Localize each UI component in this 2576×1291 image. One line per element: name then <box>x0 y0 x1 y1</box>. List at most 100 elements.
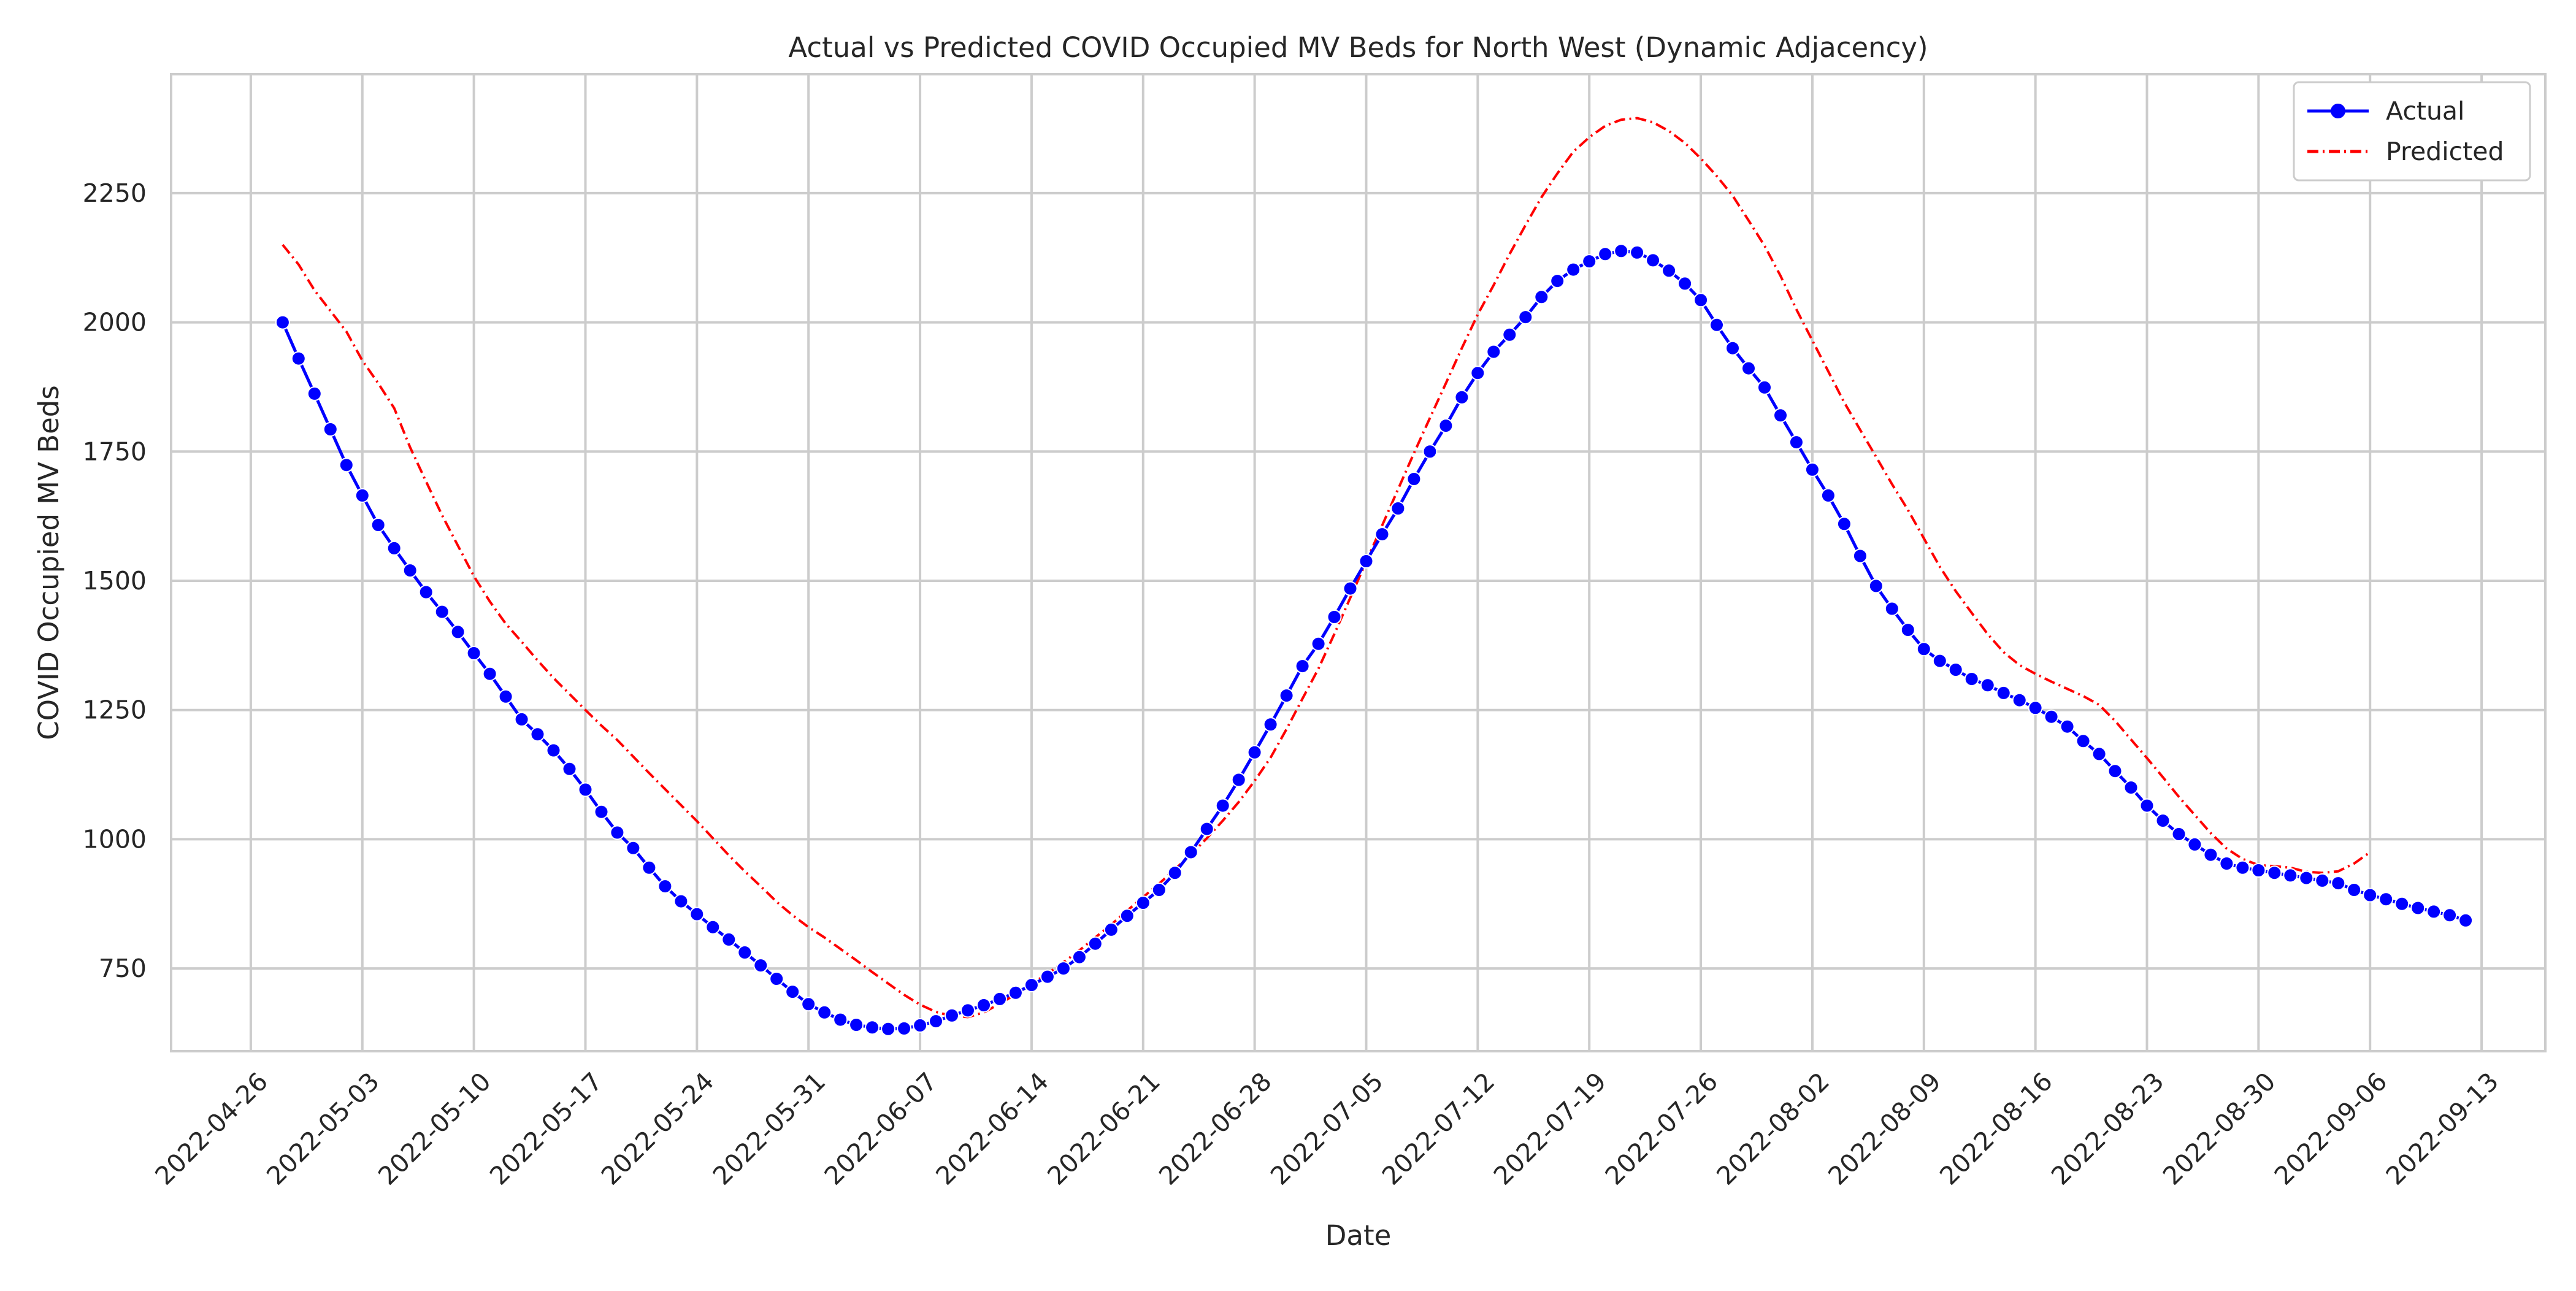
data-point-actual <box>929 1014 943 1029</box>
data-point-actual <box>307 386 322 401</box>
data-point-actual <box>1852 548 1868 564</box>
data-point-actual <box>498 689 513 704</box>
data-point-actual <box>1390 501 1406 516</box>
data-point-actual <box>1757 380 1772 395</box>
y-tick-label: 2000 <box>83 308 147 337</box>
data-point-actual <box>1709 317 1724 332</box>
data-point-actual <box>1024 978 1039 993</box>
data-point-actual <box>2123 780 2139 795</box>
data-point-actual <box>2012 692 2027 708</box>
data-point-actual <box>2251 863 2266 878</box>
data-point-actual <box>1422 444 1438 459</box>
legend: Actual Predicted <box>2293 81 2531 182</box>
x-axis-label: Date <box>1325 1219 1392 1252</box>
data-point-actual <box>1167 865 1183 881</box>
data-point-actual <box>1820 488 1836 503</box>
data-point-actual <box>1773 408 1788 423</box>
data-point-actual <box>897 1021 912 1036</box>
data-point-actual <box>339 458 354 473</box>
data-point-actual <box>2076 734 2091 749</box>
data-point-actual <box>275 315 290 330</box>
data-point-actual <box>689 906 705 922</box>
data-point-actual <box>833 1012 848 1027</box>
data-point-actual <box>1454 389 1470 405</box>
data-point-actual <box>673 894 689 909</box>
data-point-actual <box>1788 435 1804 450</box>
data-point-actual <box>1662 263 1677 278</box>
data-point-actual <box>992 991 1007 1006</box>
data-point-actual <box>881 1021 896 1036</box>
data-point-actual <box>418 584 434 600</box>
data-point-actual <box>1295 659 1310 674</box>
data-point-actual <box>1374 527 1390 542</box>
data-point-actual <box>530 727 545 742</box>
data-point-actual <box>1199 821 1214 837</box>
data-point-actual <box>2155 813 2171 829</box>
data-point-actual <box>1119 908 1135 924</box>
data-point-actual <box>1900 623 1915 638</box>
data-point-actual <box>1071 949 1087 965</box>
data-point-actual <box>370 518 386 532</box>
data-point-actual <box>1836 516 1852 532</box>
data-point-actual <box>610 825 625 840</box>
data-point-actual <box>386 540 402 556</box>
data-point-actual <box>1470 366 1485 381</box>
data-point-actual <box>1868 578 1884 594</box>
chart-title: Actual vs Predicted COVID Occupied MV Be… <box>788 31 1928 64</box>
data-point-actual <box>2283 868 2298 883</box>
y-gridlines <box>171 191 2545 970</box>
data-point-actual <box>1135 895 1151 911</box>
y-tick-label: 2250 <box>83 178 147 208</box>
data-point-actual <box>626 840 641 856</box>
data-point-actual <box>434 604 450 619</box>
data-point-actual <box>2235 860 2250 875</box>
data-point-actual <box>2171 827 2187 841</box>
data-point-actual <box>450 624 466 640</box>
legend-label-predicted: Predicted <box>2386 137 2504 166</box>
data-point-actual <box>2267 865 2282 881</box>
data-point-actual <box>960 1003 975 1018</box>
data-point-actual <box>1103 922 1119 937</box>
legend-marker-actual <box>2331 104 2345 118</box>
data-point-actual <box>2028 700 2043 716</box>
data-point-actual <box>705 919 721 935</box>
data-point-actual <box>1215 798 1230 813</box>
data-point-actual <box>1279 688 1294 703</box>
data-point-actual <box>1040 969 1055 984</box>
series-layer <box>275 117 2474 1036</box>
data-point-actual <box>2203 847 2218 862</box>
data-point-actual <box>1343 581 1358 596</box>
data-point-actual <box>753 958 769 973</box>
data-point-actual <box>1566 262 1581 277</box>
data-point-actual <box>1486 344 1501 359</box>
y-axis-label: COVID Occupied MV Beds <box>33 385 65 740</box>
legend-box <box>2293 81 2531 182</box>
data-point-actual <box>1582 254 1597 269</box>
data-point-actual <box>2107 764 2123 779</box>
data-point-actual <box>1534 289 1549 305</box>
data-point-actual <box>1677 276 1693 291</box>
data-point-actual <box>1518 310 1533 325</box>
data-point-actual <box>291 351 306 366</box>
data-point-actual <box>562 761 577 776</box>
data-point-actual <box>1948 662 1963 677</box>
data-point-actual <box>1980 678 1995 693</box>
data-point-actual <box>769 971 784 986</box>
data-point-actual <box>1884 601 1899 616</box>
data-point-actual <box>1932 653 1947 668</box>
y-tick-labels: 750 1000 1250 1500 1750 2000 2250 <box>83 178 147 983</box>
data-point-actual <box>1725 340 1740 356</box>
data-point-actual <box>1550 274 1565 289</box>
data-point-actual <box>1630 245 1645 260</box>
y-tick-label: 1250 <box>83 695 147 725</box>
data-point-actual <box>2442 908 2458 923</box>
data-point-actual <box>1231 772 1246 787</box>
y-tick-label: 1000 <box>83 824 147 854</box>
y-tick-label: 1750 <box>83 437 147 466</box>
data-point-actual <box>1008 985 1023 1000</box>
data-point-actual <box>1693 293 1709 308</box>
legend-label-actual: Actual <box>2386 96 2464 126</box>
data-point-actual <box>2299 870 2314 886</box>
data-point-actual <box>913 1017 928 1033</box>
